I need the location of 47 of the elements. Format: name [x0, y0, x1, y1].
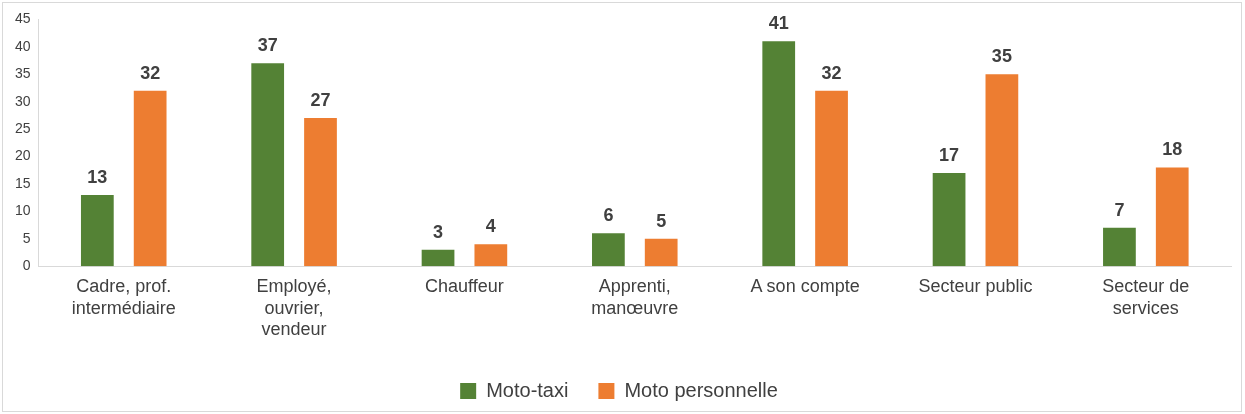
bar — [985, 74, 1019, 267]
bar — [80, 194, 114, 267]
data-label: 17 — [939, 144, 960, 165]
x-tick-label: A son compte — [750, 275, 860, 296]
data-label: 13 — [87, 166, 108, 187]
bar — [133, 90, 167, 267]
y-tick-label: 10 — [14, 202, 31, 219]
legend-label: Moto-taxi — [486, 378, 569, 401]
x-tick-label: Chauffeur — [425, 275, 504, 296]
data-label: 41 — [768, 13, 789, 34]
bar — [251, 63, 285, 267]
bar — [304, 118, 337, 267]
x-tick-label: Secteur public — [918, 275, 1033, 296]
legend-label: Moto personnelle — [624, 378, 778, 401]
bar — [592, 233, 625, 267]
data-label: 32 — [821, 62, 842, 83]
bar — [1155, 167, 1189, 267]
data-label: 7 — [1114, 199, 1125, 220]
x-tick-label: Employé, ouvrier, vendeur — [256, 275, 332, 340]
bar — [815, 90, 848, 267]
y-tick-label: 5 — [22, 229, 31, 246]
data-label: 37 — [257, 35, 278, 56]
y-tick-label: 30 — [14, 92, 31, 109]
bar — [644, 238, 678, 267]
y-tick-label: 20 — [14, 147, 31, 164]
data-label: 35 — [991, 46, 1012, 67]
y-tick-label: 0 — [22, 257, 31, 274]
data-label: 32 — [140, 62, 161, 83]
y-tick-label: 35 — [14, 65, 31, 82]
y-tick-label: 45 — [14, 10, 31, 27]
bar — [474, 244, 508, 267]
x-tick-label: Apprenti, manœuvre — [591, 275, 679, 318]
data-label: 18 — [1162, 139, 1183, 160]
bar — [421, 249, 455, 267]
y-tick-label: 25 — [14, 119, 31, 136]
bar — [1103, 227, 1136, 267]
data-label: 3 — [433, 221, 444, 242]
y-tick-label: 15 — [14, 174, 31, 191]
bar — [932, 172, 966, 267]
y-tick-label: 40 — [14, 37, 31, 54]
x-tick-label: Secteur de services — [1102, 275, 1190, 318]
x-tick-label: Cadre, prof. intermédiaire — [71, 275, 176, 318]
bar — [762, 41, 796, 267]
data-label: 27 — [310, 90, 331, 111]
data-label: 5 — [656, 210, 667, 231]
data-label: 4 — [485, 216, 496, 237]
data-label: 6 — [603, 205, 614, 226]
